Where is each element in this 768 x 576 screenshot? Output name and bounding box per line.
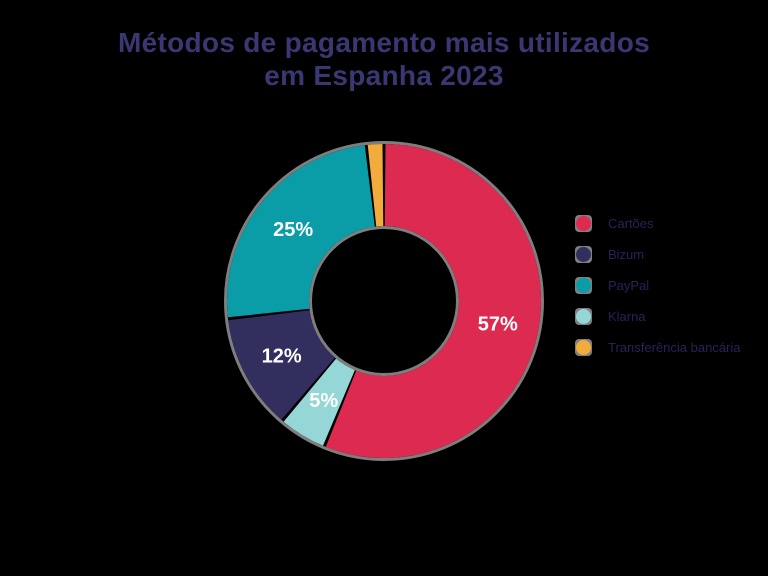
donut-slice-klarna[interactable] <box>283 358 355 446</box>
legend-swatch-icon <box>575 339 592 356</box>
legend-swatch-icon <box>575 246 592 263</box>
chart-title-line1: Métodos de pagamento mais utilizados <box>118 27 650 58</box>
donut-outer-halo <box>224 141 544 461</box>
legend-item-transfer-ncia-banc-ria[interactable]: Transferência bancária <box>575 339 740 356</box>
slice-percent-label: 25% <box>273 219 313 241</box>
legend-item-cart-es[interactable]: Cartões <box>575 215 740 232</box>
legend-color-dot-icon <box>576 309 591 324</box>
legend-item-paypal[interactable]: PayPal <box>575 277 740 294</box>
legend-label: Bizum <box>608 247 645 262</box>
legend-swatch-icon <box>575 308 592 325</box>
slice-percent-label: 5% <box>309 390 338 412</box>
legend-item-klarna[interactable]: Klarna <box>575 308 740 325</box>
donut-slice-bizum[interactable] <box>228 310 335 420</box>
legend-item-bizum[interactable]: Bizum <box>575 246 740 263</box>
legend-swatch-icon <box>575 277 592 294</box>
donut-slice-cart-es[interactable] <box>325 144 542 459</box>
slice-percent-label: 57% <box>478 313 518 335</box>
legend-color-dot-icon <box>576 340 591 355</box>
slice-percent-label: 12% <box>262 346 302 368</box>
chart-title-line2: em Espanha 2023 <box>264 60 504 91</box>
legend-label: Klarna <box>608 309 646 324</box>
legend-color-dot-icon <box>576 247 591 262</box>
legend-swatch-icon <box>575 215 592 232</box>
donut-slice-transfer-ncia-banc-ria[interactable] <box>367 144 384 227</box>
donut-slice-paypal[interactable] <box>227 145 375 318</box>
legend-color-dot-icon <box>576 216 591 231</box>
chart-legend: Cartões Bizum PayPal Klarna Transferência ba… <box>575 215 740 370</box>
legend-color-dot-icon <box>576 278 591 293</box>
legend-label: Cartões <box>608 216 654 231</box>
chart-title: Métodos de pagamento mais utilizados em … <box>0 26 768 92</box>
legend-label: PayPal <box>608 278 650 293</box>
donut-hole-ring <box>309 226 459 376</box>
legend-label: Transferência bancária <box>608 340 741 355</box>
